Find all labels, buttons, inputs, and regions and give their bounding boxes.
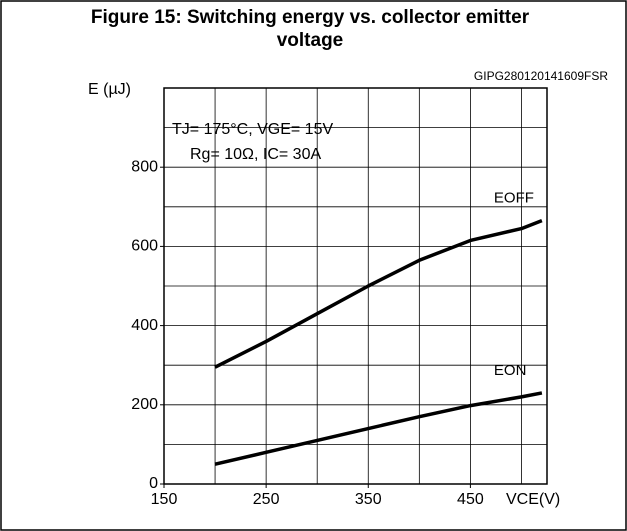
series-label: EOFF	[494, 190, 534, 207]
series-label: EON	[494, 362, 527, 379]
annotation: Rg= 10Ω, IC= 30A	[190, 146, 321, 163]
y-tick-label: 600	[131, 238, 158, 255]
y-tick-label: 400	[131, 317, 158, 334]
chart-title: Figure 15: Switching energy vs. collecto…	[90, 7, 530, 51]
plot-area	[163, 87, 548, 485]
y-tick-label: 800	[131, 158, 158, 175]
x-axis-label: VCE(V)	[506, 491, 560, 508]
x-tick-label: 250	[253, 491, 280, 508]
x-tick-label: 350	[355, 491, 382, 508]
annotation: TJ= 175°C, VGE= 15V	[172, 121, 333, 138]
line	[214, 391, 543, 466]
y-tick-label: 0	[149, 475, 158, 492]
y-axis-label: E (µJ)	[88, 81, 131, 98]
x-tick-label: 150	[151, 491, 178, 508]
y-tick-label: 200	[131, 396, 158, 413]
x-tick-label: 450	[457, 491, 484, 508]
line	[214, 219, 543, 369]
figure-code: GIPG280120141609FSR	[474, 69, 608, 83]
